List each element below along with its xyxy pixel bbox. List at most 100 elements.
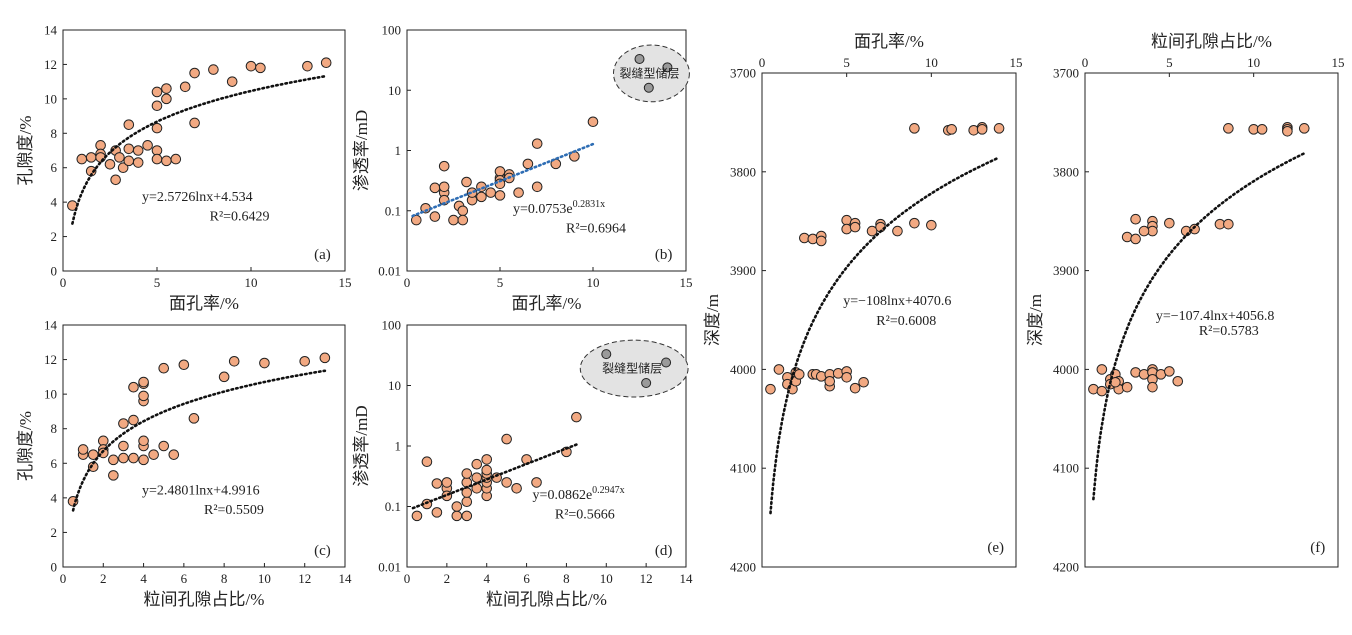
data-point [108,454,119,466]
data-point [501,433,512,445]
data-point [138,376,149,388]
y-tick-label: 4200 [1053,560,1079,575]
data-point [1172,375,1184,387]
trend-equation-exponent: 0.2831x [573,199,606,210]
fracture-point [634,54,645,65]
data-point [451,510,463,522]
trend-line [411,142,595,218]
data-point [815,235,827,247]
x-tick-label: 10 [600,571,613,586]
x-tick-label: 10 [245,275,258,290]
y-tick-label: 6 [51,160,58,175]
data-point [132,157,144,168]
data-point [522,158,534,170]
data-point [531,477,542,488]
data-point [476,191,487,203]
data-point [461,176,472,188]
x-tick-label: 2 [444,571,451,586]
data-point [461,510,473,522]
data-point [1298,123,1310,134]
y-tick-label: 3800 [1053,164,1079,179]
data-point [448,214,459,226]
data-point [892,225,903,237]
data-point [471,458,483,470]
y-tick-label: 4100 [1053,461,1079,476]
data-point [118,452,129,464]
r-squared: R²=0.6429 [210,209,270,224]
data-point [793,369,805,380]
data-point [128,414,139,426]
data-point [431,478,443,489]
data-point [226,76,238,87]
x-tick-label: 5 [1166,55,1173,70]
fracture-point [662,62,673,73]
y-axis-label: 渗透率/mD [352,405,371,486]
data-point [319,352,331,364]
trend-line [411,443,578,510]
trend-line [1092,152,1306,501]
x-tick-label: 0 [404,275,411,290]
y-tick-label: 3900 [1053,263,1079,278]
x-tick-label: 14 [680,571,694,586]
fracture-zone-ellipse [613,44,690,103]
y-tick-label: 14 [44,23,58,38]
data-point [1130,233,1141,245]
data-point [438,160,450,172]
data-point [411,510,423,522]
fracture-point [643,82,654,93]
data-point [158,362,170,374]
x-tick-label: 5 [843,55,850,70]
y-axis-label: 孔隙度/% [16,411,35,481]
data-point [1164,217,1175,229]
data-point [76,153,88,165]
data-point [429,211,441,222]
data-point [849,221,861,233]
data-point [151,86,163,98]
data-point [189,117,200,129]
data-point [320,57,332,69]
x-tick-label: 8 [563,571,570,586]
y-tick-label: 10 [388,378,401,393]
data-point [128,452,139,464]
y-tick-label: 0.01 [378,560,401,575]
data-point [909,123,920,134]
panel-a: 0 5 10 15 0 2 4 6 8 10 12 14 面孔率/% 孔隙度/% y=2.5726lnx+4… [16,23,352,314]
panel-d: 0 2 4 6 8 10 12 14 0.01 0.1 1 10 100 粒间孔隙占比/% 渗透率/mD 裂缝… [352,318,693,610]
y-tick-label: 10 [44,387,57,402]
y-tick-label: 3800 [730,164,756,179]
data-point [946,124,957,135]
data-point [128,381,139,393]
trend-equation: y=0.0753e0.2831x [513,199,605,217]
panel-e: 0 5 10 15 3700 3800 3900 4000 4100 4200 面孔率/% 深度/m y… [703,32,1023,575]
data-point [773,364,785,375]
data-point [531,138,543,149]
data-point [189,67,200,79]
x-axis-label: 面孔率/% [169,294,239,313]
y-tick-label: 100 [382,23,402,38]
y-tick-label: 10 [44,91,57,106]
data-point [1138,225,1150,237]
x-tick-label: 15 [1010,55,1023,70]
panel-label: (a) [314,247,331,263]
data-point [1121,381,1133,393]
data-point [77,444,89,455]
data-point [494,190,506,201]
data-point [104,158,116,170]
data-point [132,145,144,156]
data-point [208,64,219,75]
x-tick-label: 0 [60,275,67,290]
y-axis-label: 孔隙度/% [16,116,35,186]
data-point [1147,381,1158,393]
r-squared: R²=0.5666 [555,508,615,523]
y-tick-label: 4 [51,195,58,210]
data-point [513,187,524,198]
trend-line [71,74,328,225]
panel-label: (d) [655,543,673,559]
y-tick-label: 3700 [730,66,756,81]
panel-c: 0 2 4 6 8 10 12 14 0 2 4 6 8 10 12 14 粒间孔隙占比/% 孔隙度/% y=2.4… [16,318,352,610]
y-tick-label: 6 [51,456,58,471]
data-point [179,81,191,93]
y-axis-label: 深度/m [703,294,722,346]
x-tick-label: 12 [640,571,653,586]
